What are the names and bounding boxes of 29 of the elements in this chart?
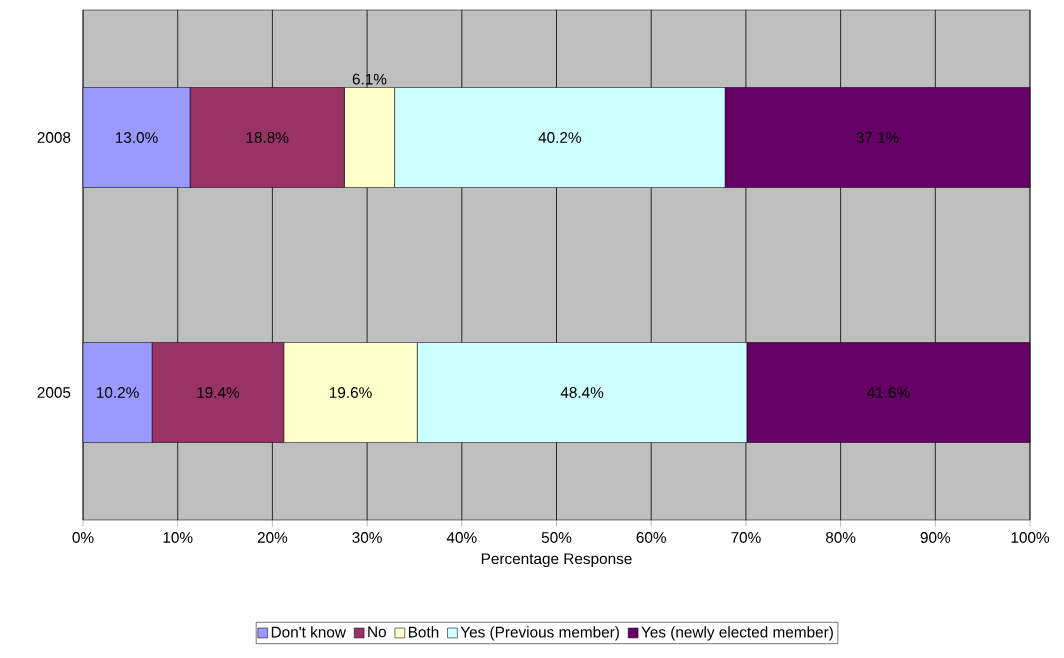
annotation: 48.4% [560, 387, 604, 398]
annotation: 19.4% [197, 387, 240, 398]
annotation: 13.0% [115, 132, 158, 143]
x-tick-label: 20% [257, 532, 288, 543]
x-axis-title: Percentage Response [481, 553, 632, 568]
annotation: 6.1% [352, 73, 387, 85]
annotation: 18.8% [246, 132, 289, 143]
annotation: 37.1% [856, 132, 899, 143]
x-tick-label: 0% [72, 532, 94, 543]
x-tick-label: 30% [352, 532, 382, 543]
legend-label: Yes (newly elected member) [641, 626, 833, 641]
x-tick-label: 60% [636, 532, 666, 543]
annotation: 19.6% [329, 387, 372, 398]
x-tick-label: 70% [731, 532, 761, 543]
legend-label: No [368, 626, 386, 638]
x-tick-label: 90% [920, 532, 951, 543]
y-tick-label: 2008 [37, 132, 71, 143]
x-tick-label: 80% [825, 532, 856, 543]
annotation: 41.6% [867, 387, 910, 398]
x-tick-label: 10% [163, 532, 193, 543]
annotation: 10.2% [97, 387, 139, 398]
legend-label: Both [408, 626, 439, 638]
annotation: 40.2% [538, 132, 582, 143]
legend-label: Don't know [271, 626, 346, 638]
x-tick-label: 50% [541, 532, 572, 543]
x-tick-label: 100% [1011, 532, 1050, 543]
x-tick-label: 40% [446, 532, 477, 543]
y-tick-label: 2005 [37, 387, 71, 398]
legend-label: Yes (Previous member) [460, 626, 619, 641]
